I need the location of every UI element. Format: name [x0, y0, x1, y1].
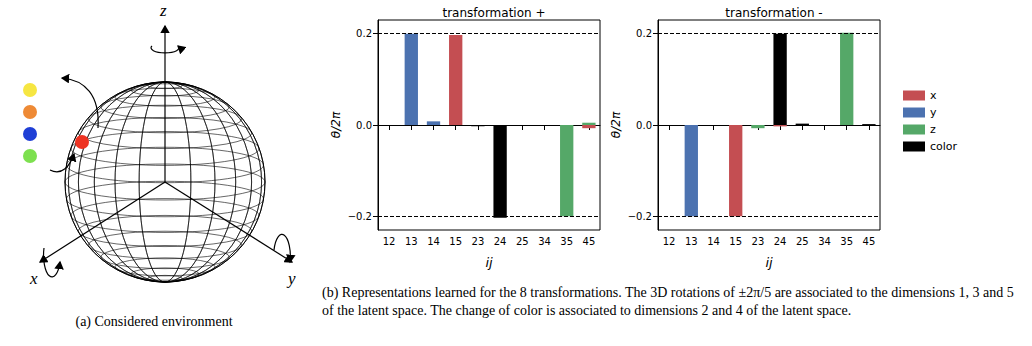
- svg-text:45: 45: [863, 236, 876, 247]
- svg-text:transformation -: transformation -: [725, 6, 822, 20]
- svg-text:35: 35: [560, 236, 573, 247]
- svg-text:35: 35: [840, 236, 853, 247]
- svg-text:14: 14: [707, 236, 720, 247]
- svg-text:13: 13: [685, 236, 698, 247]
- svg-text:x: x: [29, 269, 38, 288]
- svg-text:ij: ij: [765, 255, 773, 270]
- svg-text:−0.2: −0.2: [628, 211, 652, 222]
- html-text:(a) Considered environment: (a) Considered environment: [75, 314, 233, 329]
- svg-text:24: 24: [774, 236, 787, 247]
- svg-text:12: 12: [383, 236, 396, 247]
- svg-text:z: z: [159, 1, 167, 20]
- svg-text:θ/2π: θ/2π: [329, 111, 343, 138]
- svg-text:45: 45: [583, 236, 596, 247]
- svg-text:25: 25: [516, 236, 529, 247]
- svg-text:12: 12: [663, 236, 676, 247]
- svg-text:34: 34: [538, 236, 551, 247]
- svg-text:ij: ij: [485, 255, 493, 270]
- svg-text:transformation +: transformation +: [442, 6, 545, 20]
- html-text:(b) Representations learned fo: (b) Representations learned for the 8 tr…: [322, 285, 1014, 318]
- svg-text:15: 15: [449, 236, 462, 247]
- svg-text:34: 34: [818, 236, 831, 247]
- svg-text:15: 15: [729, 236, 742, 247]
- svg-text:13: 13: [405, 236, 418, 247]
- svg-text:y: y: [286, 269, 296, 288]
- svg-text:23: 23: [752, 236, 765, 247]
- svg-text:−0.2: −0.2: [348, 211, 372, 222]
- svg-text:25: 25: [796, 236, 809, 247]
- svg-text:x: x: [930, 89, 937, 102]
- svg-text:14: 14: [427, 236, 440, 247]
- svg-text:θ/2π: θ/2π: [609, 111, 623, 138]
- svg-text:z: z: [930, 123, 936, 136]
- svg-text:23: 23: [472, 236, 485, 247]
- svg-text:color: color: [930, 140, 958, 153]
- svg-text:0.0: 0.0: [356, 120, 372, 131]
- svg-text:0.0: 0.0: [636, 120, 652, 131]
- svg-text:24: 24: [494, 236, 507, 247]
- svg-text:0.2: 0.2: [356, 28, 372, 39]
- svg-text:y: y: [930, 106, 937, 119]
- svg-text:0.2: 0.2: [636, 28, 652, 39]
